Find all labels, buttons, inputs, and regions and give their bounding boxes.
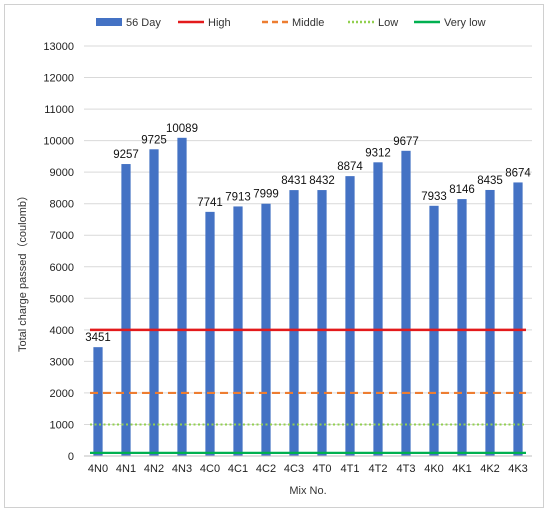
legend-swatch xyxy=(96,18,122,26)
bar xyxy=(205,211,215,456)
data-label: 7913 xyxy=(225,191,251,203)
legend-label: Very low xyxy=(444,17,486,29)
x-tick-label: 4T2 xyxy=(369,463,388,475)
x-tick-label: 4K3 xyxy=(508,463,528,475)
bar xyxy=(233,206,243,456)
x-tick-label: 4K2 xyxy=(480,463,500,475)
y-tick-label: 1000 xyxy=(50,419,74,431)
y-tick-label: 3000 xyxy=(50,356,74,368)
y-tick-label: 7000 xyxy=(50,230,74,242)
data-label: 8435 xyxy=(477,175,503,187)
bar xyxy=(345,176,355,456)
y-tick-label: 0 xyxy=(68,451,74,463)
y-tick-label: 11000 xyxy=(44,104,74,116)
x-tick-label: 4N2 xyxy=(144,463,164,475)
legend-label: 56 Day xyxy=(126,17,161,29)
data-label: 8431 xyxy=(281,175,307,187)
bar xyxy=(93,347,103,456)
data-label: 7741 xyxy=(197,197,223,209)
y-tick-label: 2000 xyxy=(50,388,74,400)
data-label: 7933 xyxy=(421,191,447,203)
data-label: 9725 xyxy=(141,134,167,146)
bar xyxy=(513,182,523,457)
bar xyxy=(317,190,327,456)
data-label: 9257 xyxy=(113,149,139,161)
bar xyxy=(373,162,383,456)
legend-label: Low xyxy=(378,17,398,29)
y-tick-label: 5000 xyxy=(50,293,74,305)
x-tick-label: 4K1 xyxy=(452,463,472,475)
x-tick-label: 4N1 xyxy=(116,463,136,475)
y-tick-label: 13000 xyxy=(43,41,74,53)
bar xyxy=(177,137,187,456)
y-tick-label: 4000 xyxy=(50,325,74,337)
x-tick-label: 4N0 xyxy=(88,463,108,475)
x-tick-label: 4C1 xyxy=(228,463,248,475)
y-tick-label: 9000 xyxy=(50,167,74,179)
x-tick-label: 4T1 xyxy=(341,463,360,475)
data-label: 10089 xyxy=(166,123,198,135)
x-tick-label: 4C2 xyxy=(256,463,276,475)
data-label: 7999 xyxy=(253,189,279,201)
data-label: 8432 xyxy=(309,175,335,187)
x-axis-title: Mix No. xyxy=(289,485,326,497)
y-tick-label: 6000 xyxy=(50,262,74,274)
data-label: 9677 xyxy=(393,136,419,148)
legend-label: Middle xyxy=(292,17,324,29)
x-tick-label: 4T0 xyxy=(313,463,332,475)
bar xyxy=(401,150,411,456)
legend-label: High xyxy=(208,17,231,29)
y-tick-label: 10000 xyxy=(43,136,74,148)
bar xyxy=(485,189,495,456)
axes: 0 1000 2000 3000 4000 5000 6000 7000 8000 9000 100… xyxy=(43,41,532,475)
data-label: 8674 xyxy=(505,167,531,179)
x-tick-label: 4T3 xyxy=(397,463,416,475)
data-label: 9312 xyxy=(365,147,391,159)
x-tick-label: 4N3 xyxy=(172,463,192,475)
x-tick-label: 4C0 xyxy=(200,463,220,475)
x-tick-label: 4K0 xyxy=(424,463,444,475)
bar xyxy=(457,199,467,456)
legend: 56 Day High Middle Low Very low xyxy=(96,17,486,29)
bar xyxy=(121,164,131,456)
y-tick-label: 8000 xyxy=(50,199,74,211)
data-label: 8146 xyxy=(449,184,475,196)
x-tick-label: 4C3 xyxy=(284,463,304,475)
data-label: 8874 xyxy=(337,161,363,173)
y-tick-label: 12000 xyxy=(43,73,74,85)
bar xyxy=(149,149,159,457)
bar xyxy=(289,190,299,456)
data-label: 3451 xyxy=(85,332,111,344)
reference-lines xyxy=(90,328,526,454)
y-axis-title: Total charge passed（coulomb） xyxy=(16,190,29,352)
